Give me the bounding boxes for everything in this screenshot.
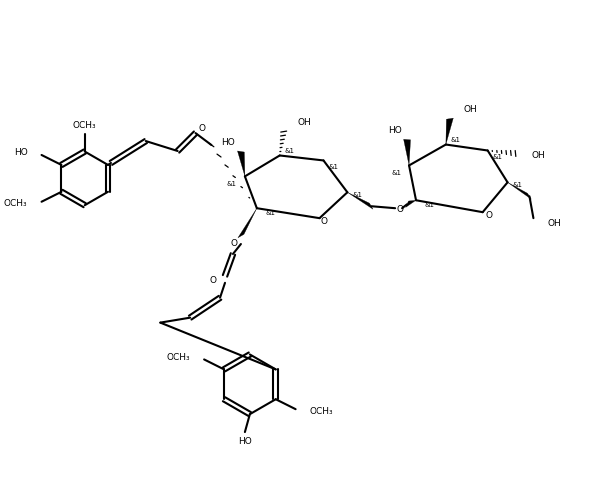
Text: OH: OH [532, 151, 545, 160]
Text: &1: &1 [265, 210, 276, 216]
Text: &1: &1 [493, 155, 503, 161]
Polygon shape [406, 200, 416, 207]
Text: HO: HO [238, 436, 252, 445]
Text: &1: &1 [425, 202, 435, 208]
Text: HO: HO [14, 149, 28, 158]
Text: HO: HO [221, 138, 235, 147]
Polygon shape [446, 118, 453, 145]
Text: O: O [397, 205, 403, 214]
Polygon shape [508, 182, 532, 199]
Text: HO: HO [388, 126, 402, 135]
Text: &1: &1 [328, 165, 338, 170]
Polygon shape [347, 192, 373, 209]
Text: O: O [199, 124, 206, 133]
Text: &1: &1 [352, 192, 362, 198]
Text: O: O [209, 276, 217, 285]
Text: O: O [321, 217, 328, 226]
Text: OH: OH [464, 105, 477, 114]
Text: &1: &1 [391, 170, 401, 176]
Text: &1: &1 [451, 137, 461, 143]
Text: &1: &1 [227, 181, 237, 187]
Text: OH: OH [298, 118, 311, 127]
Text: OH: OH [548, 219, 561, 228]
Text: OCH₃: OCH₃ [310, 407, 333, 415]
Text: O: O [485, 211, 492, 220]
Text: OCH₃: OCH₃ [166, 353, 190, 362]
Text: &1: &1 [513, 182, 522, 188]
Polygon shape [238, 151, 245, 176]
Text: &1: &1 [285, 148, 294, 154]
Polygon shape [403, 139, 410, 166]
Text: OCH₃: OCH₃ [4, 199, 28, 208]
Text: O: O [230, 239, 237, 248]
Polygon shape [238, 208, 257, 238]
Text: OCH₃: OCH₃ [73, 121, 97, 130]
